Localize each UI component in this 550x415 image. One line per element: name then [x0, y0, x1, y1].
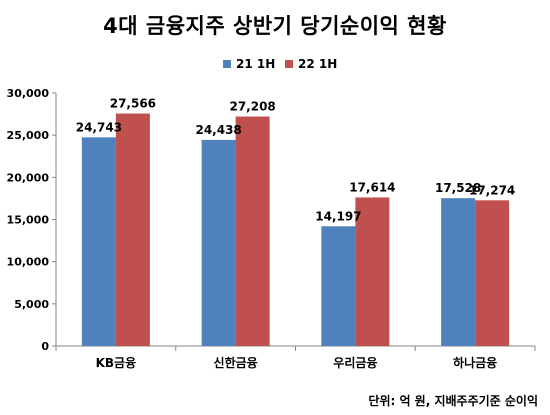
data-label: 17,528 — [435, 181, 481, 195]
bar — [475, 200, 510, 346]
bar — [235, 116, 270, 346]
y-tick-label: 15,000 — [7, 214, 50, 227]
y-tick-label: 0 — [41, 340, 49, 353]
data-label: 27,566 — [110, 97, 156, 111]
data-label: 17,614 — [349, 180, 395, 194]
y-tick-label: 20,000 — [7, 171, 50, 184]
x-category-label: KB금융 — [96, 355, 137, 370]
data-label: 27,208 — [229, 100, 275, 114]
x-category-label: 하나금융 — [453, 355, 497, 370]
legend-swatch — [285, 60, 293, 68]
bar-series-group — [81, 113, 510, 346]
legend-label: 21 1H — [236, 57, 275, 71]
bar — [355, 197, 390, 346]
data-label: 14,197 — [315, 209, 361, 223]
x-axis: KB금융 신한금융 우리금융 하나금융 — [55, 345, 536, 370]
data-labels-group: 24,743 27,566 24,438 27,208 14,197 17,614 17,5… — [76, 97, 516, 224]
chart-title: 4대 금융지주 상반기 당기순이익 현황 — [103, 14, 447, 38]
bar — [321, 226, 356, 346]
data-label: 17,274 — [469, 183, 515, 197]
y-tick-label: 10,000 — [7, 256, 50, 269]
y-tick-label: 5,000 — [14, 298, 49, 311]
y-tick-label: 30,000 — [7, 87, 50, 100]
legend-label: 22 1H — [298, 57, 337, 71]
bar — [441, 198, 476, 346]
y-tick-label: 25,000 — [7, 129, 50, 142]
bar — [81, 137, 116, 346]
data-label: 24,438 — [195, 123, 241, 137]
y-axis: 0 5,000 10,000 15,000 20,000 25,000 30,000 — [7, 87, 57, 353]
legend-swatch — [223, 60, 231, 68]
chart-legend: 21 1H 22 1H — [223, 57, 337, 71]
x-category-label: 우리금융 — [333, 355, 377, 370]
x-category-label: 신한금융 — [214, 355, 258, 370]
bar — [115, 113, 150, 346]
data-label: 24,743 — [76, 120, 122, 134]
bar — [201, 139, 236, 346]
unit-note: 단위: 억 원, 지배주주기준 순이익 — [368, 394, 538, 408]
